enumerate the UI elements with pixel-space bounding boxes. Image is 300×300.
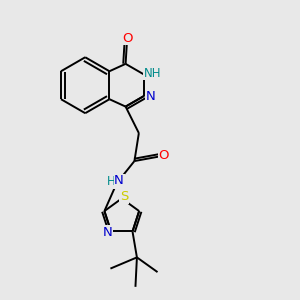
Text: H: H [107, 175, 116, 188]
Text: N: N [146, 90, 155, 103]
Text: NH: NH [144, 67, 161, 80]
Text: S: S [120, 190, 128, 203]
Text: O: O [159, 149, 169, 162]
Text: O: O [122, 32, 132, 45]
Text: N: N [114, 174, 124, 187]
Text: N: N [103, 226, 112, 238]
